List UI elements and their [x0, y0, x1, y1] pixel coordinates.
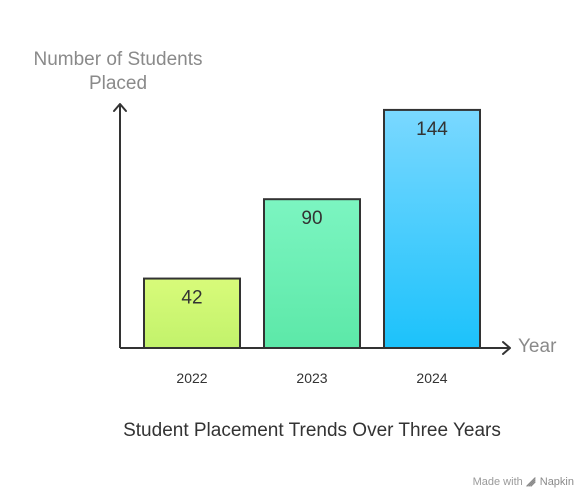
bar-2022: [143, 277, 241, 349]
bars-layer: [143, 108, 481, 349]
data-label-2023: 90: [301, 208, 322, 229]
x-tick-label-2023: 2023: [296, 370, 327, 386]
y-axis-label-line-2: Placed: [88, 73, 148, 94]
x-axis-label: Year: [518, 336, 557, 357]
axis-layer: [113, 103, 511, 355]
x-tick-label-2024: 2024: [416, 370, 447, 386]
bar-2024: [383, 108, 481, 349]
napkin-watermark[interactable]: Made with Napkin: [473, 476, 574, 488]
data-label-2024: 144: [416, 119, 448, 140]
y-axis-arrow-icon: [113, 103, 127, 112]
napkin-logo-icon: [526, 476, 536, 487]
x-axis-arrow-icon: [502, 341, 511, 355]
labels-layer: 42 2022 90 2023 144 2024: [176, 119, 448, 386]
chart-title: Student Placement Trends Over Three Year…: [123, 420, 501, 441]
napkin-brand-text: Napkin: [539, 476, 574, 488]
y-axis-label-line-1: Number of Students: [33, 49, 203, 70]
x-tick-label-2022: 2022: [176, 370, 207, 386]
data-label-2022: 42: [181, 288, 202, 309]
bar-2023: [263, 198, 361, 349]
y-axis-label: Number of Students Placed: [18, 48, 218, 96]
made-with-text: Made with: [472, 476, 523, 488]
